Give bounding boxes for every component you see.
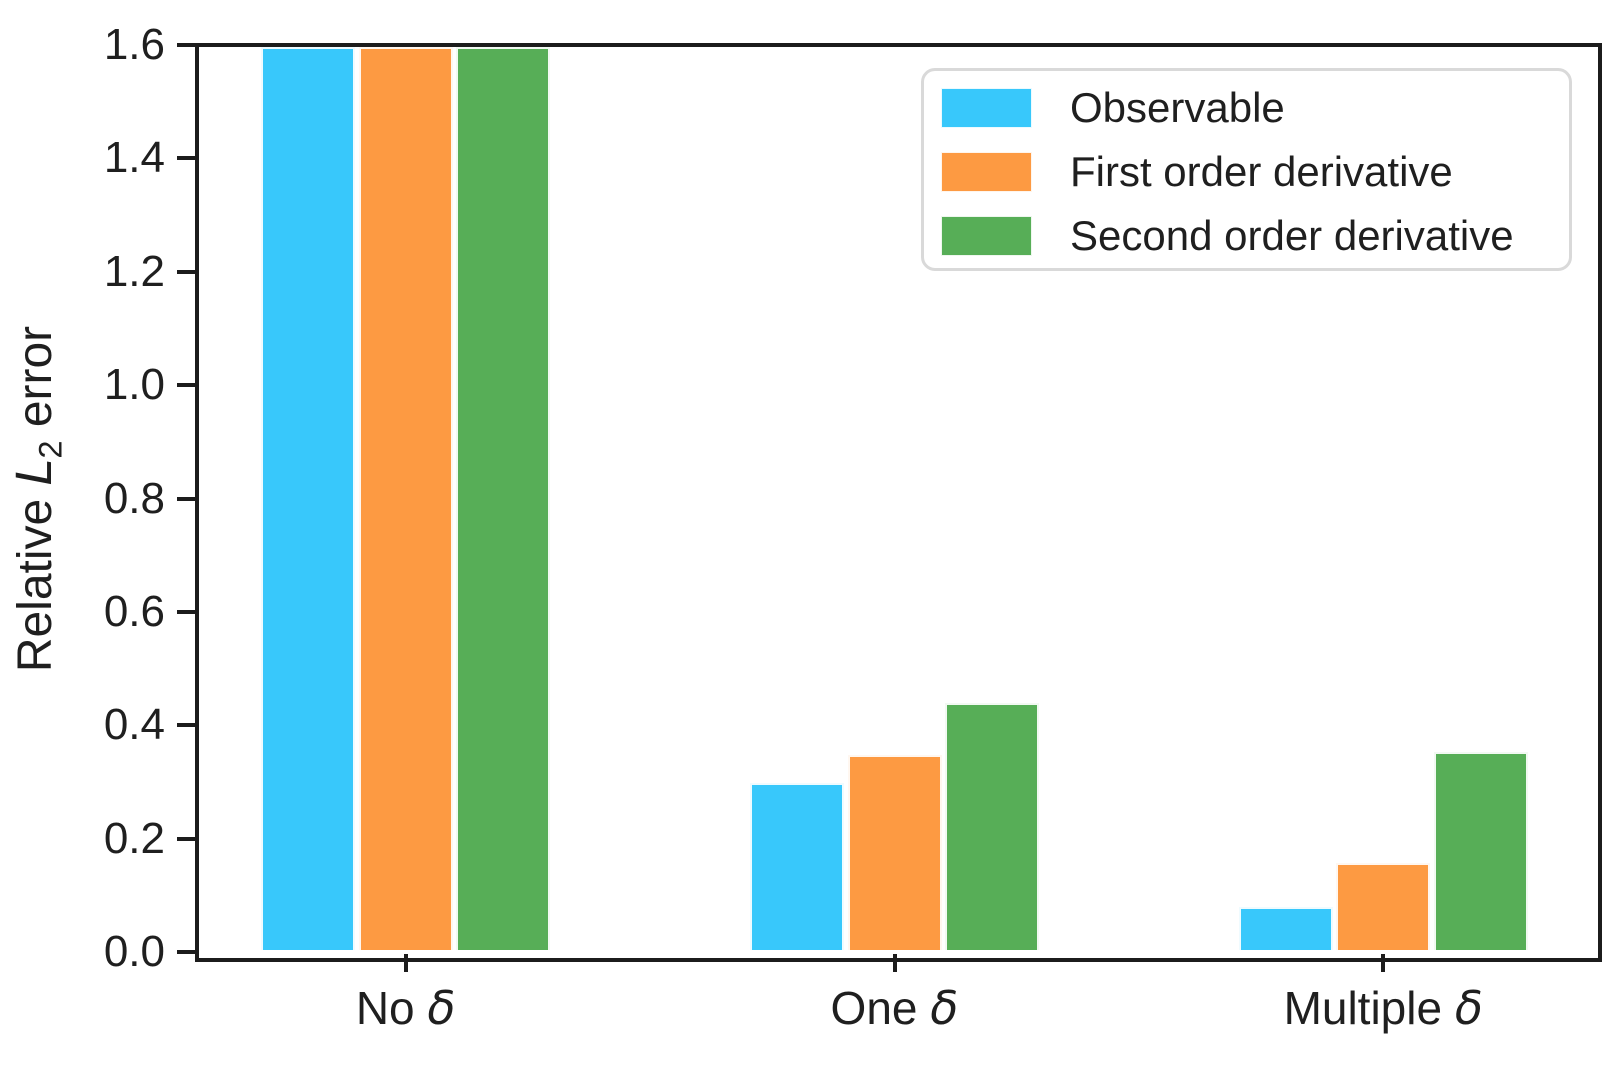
bar-multiple-δ-first-order-derivative bbox=[1336, 862, 1431, 950]
y-tick-label: 0.0 bbox=[103, 927, 165, 976]
y-tick-label: 1.2 bbox=[103, 246, 165, 296]
legend-swatch-first-order-derivative bbox=[941, 152, 1032, 192]
legend-swatch-observable bbox=[941, 88, 1032, 128]
x-tick-label: One δ bbox=[685, 978, 1105, 1038]
bar-no-δ-observable bbox=[261, 47, 356, 950]
y-tick-label: 1.6 bbox=[103, 20, 165, 69]
x-tick bbox=[892, 954, 897, 972]
y-tick bbox=[177, 269, 195, 274]
legend-item: Second order derivative bbox=[941, 204, 1569, 268]
bars-layer bbox=[199, 47, 1590, 950]
x-tick bbox=[403, 954, 408, 972]
y-tick bbox=[177, 496, 195, 501]
legend: Observable First order derivative Second o… bbox=[921, 68, 1572, 271]
bar-multiple-δ-observable bbox=[1238, 907, 1333, 950]
legend-label: Observable bbox=[1070, 84, 1285, 131]
x-tick-label-delta-symbol: δ bbox=[1454, 981, 1484, 1035]
y-tick-label: 0.2 bbox=[103, 813, 165, 863]
y-tick bbox=[177, 723, 195, 728]
legend-label: Second order derivative bbox=[1070, 212, 1514, 259]
y-tick-label: 1.0 bbox=[103, 360, 165, 410]
legend-item: Observable bbox=[941, 76, 1569, 140]
x-tick-label-text: One bbox=[830, 982, 931, 1034]
x-tick-label-text: Multiple bbox=[1283, 982, 1455, 1034]
legend-label: First order derivative bbox=[1070, 148, 1453, 195]
y-tick bbox=[177, 950, 195, 954]
y-axis-label-subscript: 2 bbox=[31, 440, 69, 459]
y-tick-label: 0.8 bbox=[103, 473, 165, 523]
y-tick bbox=[177, 609, 195, 614]
y-tick-label: 0.6 bbox=[103, 586, 165, 636]
bar-one-δ-first-order-derivative bbox=[847, 755, 942, 950]
x-tick-label-text: No bbox=[355, 982, 428, 1034]
legend-item: First order derivative bbox=[941, 140, 1569, 204]
y-tick bbox=[177, 383, 195, 388]
bar-one-δ-observable bbox=[750, 782, 845, 950]
y-tick-label: 0.4 bbox=[103, 700, 165, 750]
y-tick-label: 1.4 bbox=[103, 133, 165, 183]
y-tick bbox=[177, 156, 195, 161]
x-tick-label-delta-symbol: δ bbox=[427, 981, 456, 1035]
x-tick bbox=[1381, 954, 1386, 972]
bar-no-δ-second-order-derivative bbox=[456, 47, 551, 950]
y-tick bbox=[177, 43, 195, 47]
x-tick-label: Multiple δ bbox=[1173, 978, 1593, 1038]
y-tick bbox=[177, 836, 195, 841]
bar-multiple-δ-second-order-derivative bbox=[1433, 751, 1528, 950]
x-tick-label-delta-symbol: δ bbox=[930, 981, 959, 1035]
bar-one-δ-second-order-derivative bbox=[944, 703, 1039, 950]
x-tick-label: No δ bbox=[196, 978, 616, 1038]
bar-no-δ-first-order-derivative bbox=[358, 47, 453, 950]
legend-swatch-second-order-derivative bbox=[941, 216, 1032, 256]
